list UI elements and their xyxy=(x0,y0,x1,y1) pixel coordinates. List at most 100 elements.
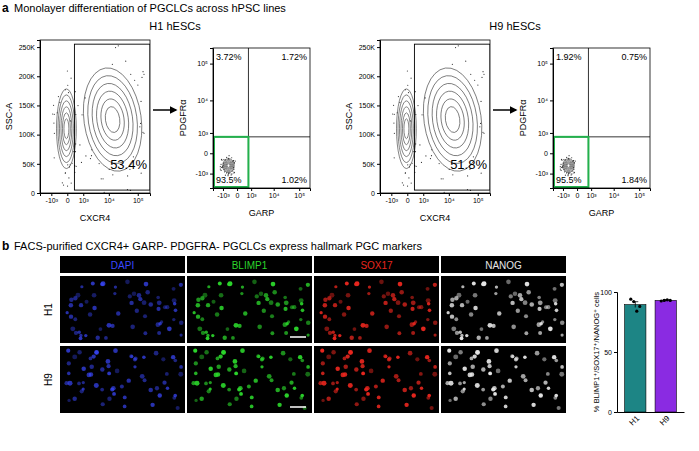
event-dot xyxy=(81,162,82,163)
contour xyxy=(566,163,571,169)
event-dot xyxy=(407,185,408,186)
data-point xyxy=(660,299,663,302)
event-dot xyxy=(224,171,225,172)
nucleus xyxy=(361,372,365,376)
nucleus xyxy=(447,349,451,353)
nucleus xyxy=(171,355,175,359)
nucleus xyxy=(271,282,276,287)
nucleus xyxy=(416,381,420,385)
contour xyxy=(62,113,70,145)
event-dot xyxy=(455,47,456,48)
event-dot xyxy=(565,159,566,160)
nucleus xyxy=(560,365,564,369)
bar xyxy=(655,300,676,412)
nucleus xyxy=(223,336,227,340)
nucleus xyxy=(101,281,106,286)
channel-label: NANOG xyxy=(485,260,522,271)
event-dot xyxy=(572,161,573,162)
nucleus xyxy=(468,373,473,378)
tick-mark xyxy=(274,188,275,191)
nucleus xyxy=(504,395,508,399)
tick-mark xyxy=(210,133,213,134)
quadrant-percent: 1.92% xyxy=(556,52,582,62)
nucleus xyxy=(367,348,372,353)
event-dot xyxy=(79,144,80,145)
event-dot xyxy=(561,167,562,168)
tick-mark xyxy=(423,193,424,196)
nucleus xyxy=(426,287,430,291)
micrograph xyxy=(187,276,312,343)
nucleus xyxy=(404,403,408,407)
nucleus xyxy=(123,405,127,409)
event-dot xyxy=(560,170,561,171)
tick-mark xyxy=(37,135,40,136)
nucleus xyxy=(366,392,370,396)
event-dot xyxy=(85,97,86,98)
tick-mark xyxy=(109,193,110,196)
nucleus xyxy=(234,323,239,328)
nuclei xyxy=(191,348,310,410)
event-dot xyxy=(229,172,230,173)
nucleus xyxy=(433,333,436,336)
event-dot xyxy=(234,172,235,173)
nucleus xyxy=(216,357,220,361)
nucleus xyxy=(237,387,241,391)
nucleus xyxy=(348,350,353,355)
nucleus xyxy=(228,402,232,406)
nucleus xyxy=(89,357,93,361)
tick: 50K xyxy=(23,161,40,168)
nucleus xyxy=(123,395,127,399)
event-dot xyxy=(421,162,422,163)
contour xyxy=(398,95,415,163)
event-dot xyxy=(481,77,482,78)
gate xyxy=(414,44,490,190)
event-dot xyxy=(81,114,82,115)
nucleus xyxy=(493,392,497,396)
tick: 50 xyxy=(604,349,617,356)
nucleus xyxy=(370,311,374,315)
nucleus xyxy=(290,305,294,309)
event-dot xyxy=(67,185,68,186)
nucleus xyxy=(559,372,564,377)
event-dot xyxy=(141,173,142,174)
nucleus xyxy=(92,293,97,298)
tick-label: -10³ xyxy=(536,170,549,177)
tick-label: 250K xyxy=(359,44,376,51)
axis-line xyxy=(618,412,685,413)
event-dot xyxy=(234,162,235,163)
event-dot xyxy=(52,113,53,114)
nucleus xyxy=(341,373,346,378)
tick-mark xyxy=(83,193,84,196)
nucleus xyxy=(397,378,401,382)
axis: -10³010³10⁴10⁵ xyxy=(536,49,554,189)
nucleus xyxy=(343,364,348,369)
nucleus xyxy=(394,374,399,379)
nucleus xyxy=(200,317,204,321)
tick-label: 250K xyxy=(19,44,36,51)
event-dot xyxy=(397,112,398,113)
event-dot xyxy=(233,160,234,161)
nucleus xyxy=(199,396,203,400)
event-dot xyxy=(225,159,226,160)
nucleus xyxy=(383,301,387,305)
tick-label: 0 xyxy=(31,190,35,197)
nucleus xyxy=(339,300,343,304)
tick-mark xyxy=(550,100,553,101)
event-dot xyxy=(141,77,142,78)
tick-mark xyxy=(391,193,392,196)
tick-label: 100K xyxy=(359,131,376,138)
event-dot xyxy=(405,89,406,90)
tick-label: 0 xyxy=(406,197,410,204)
event-dot xyxy=(563,159,564,160)
tick-label: 150K xyxy=(359,102,376,109)
nucleus xyxy=(107,396,111,400)
event-dot xyxy=(407,70,408,71)
nucleus xyxy=(488,372,492,376)
figure: aMonolayer differentiation of PGCLCs acr… xyxy=(0,0,699,451)
nucleus xyxy=(88,312,93,317)
nucleus xyxy=(358,336,362,340)
event-dot xyxy=(562,166,563,167)
nucleus xyxy=(67,372,71,376)
nucleus xyxy=(461,389,465,393)
event-dot xyxy=(441,178,442,179)
